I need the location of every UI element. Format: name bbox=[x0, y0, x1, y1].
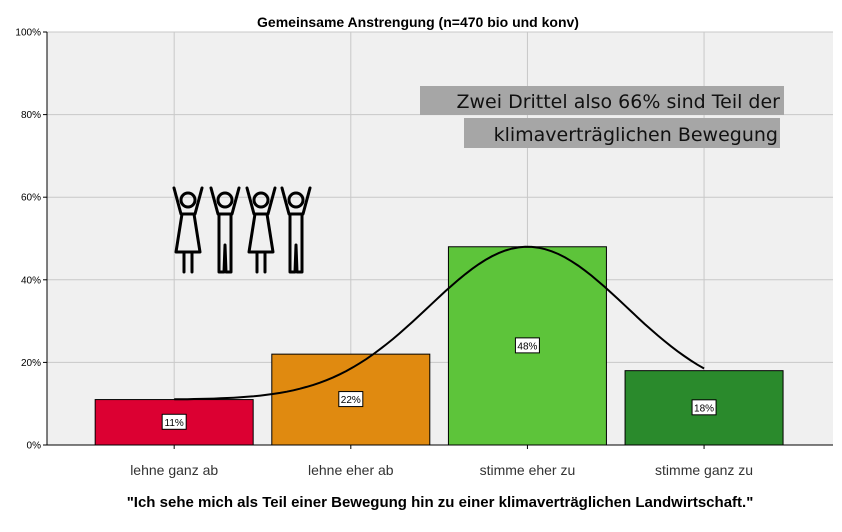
person-icon bbox=[245, 186, 277, 274]
y-tick-label: 100% bbox=[15, 28, 41, 39]
normal-curve-layer bbox=[174, 245, 705, 401]
y-tick-label: 0% bbox=[27, 441, 42, 452]
y-tick-label: 60% bbox=[21, 193, 41, 204]
person-icon bbox=[209, 186, 241, 274]
annotation-bg-line-2 bbox=[464, 118, 780, 148]
annotation-bg-line-1 bbox=[420, 86, 784, 115]
annotation-line-2: klimaverträglichen Bewegung bbox=[494, 124, 778, 146]
x-tick-label: lehne eher ab bbox=[308, 462, 394, 478]
data-label-box bbox=[514, 337, 540, 354]
data-label: 18% bbox=[694, 403, 714, 414]
normal-curve bbox=[174, 245, 705, 401]
person-icon bbox=[172, 186, 204, 274]
person-icon bbox=[280, 186, 312, 274]
y-tick-label: 40% bbox=[21, 275, 41, 286]
x-axis-label: "Ich sehe mich als Teil einer Bewegung h… bbox=[127, 494, 754, 511]
x-tick-label: lehne ganz ab bbox=[130, 462, 218, 478]
data-label-box bbox=[691, 399, 717, 416]
data-labels: 11% 22% 48% 18% bbox=[161, 337, 717, 430]
chart-title: Gemeinsame Anstrengung (n=470 bio und ko… bbox=[257, 14, 579, 30]
annotation-line-1: Zwei Drittel also 66% sind Teil der bbox=[457, 91, 781, 113]
data-label: 22% bbox=[341, 395, 361, 406]
annotation-box: Zwei Drittel also 66% sind Teil der klim… bbox=[420, 86, 784, 148]
group-of-people-cheering-icon bbox=[172, 186, 312, 274]
x-tick-label: stimme ganz zu bbox=[655, 462, 753, 478]
x-tick-label: stimme eher zu bbox=[480, 462, 576, 478]
y-tick-label: 20% bbox=[21, 358, 41, 369]
axes bbox=[46, 32, 833, 446]
y-tick-label: 80% bbox=[21, 110, 41, 121]
data-label: 11% bbox=[165, 418, 184, 429]
data-label-box bbox=[338, 391, 364, 408]
data-label-box bbox=[161, 413, 187, 430]
data-label: 48% bbox=[517, 341, 537, 352]
x-axis-ticks: lehne ganz ab lehne eher ab stimme eher zu… bbox=[130, 445, 753, 478]
y-axis-ticks: 0% 20% 40% 60% 80% 100% bbox=[15, 28, 47, 452]
